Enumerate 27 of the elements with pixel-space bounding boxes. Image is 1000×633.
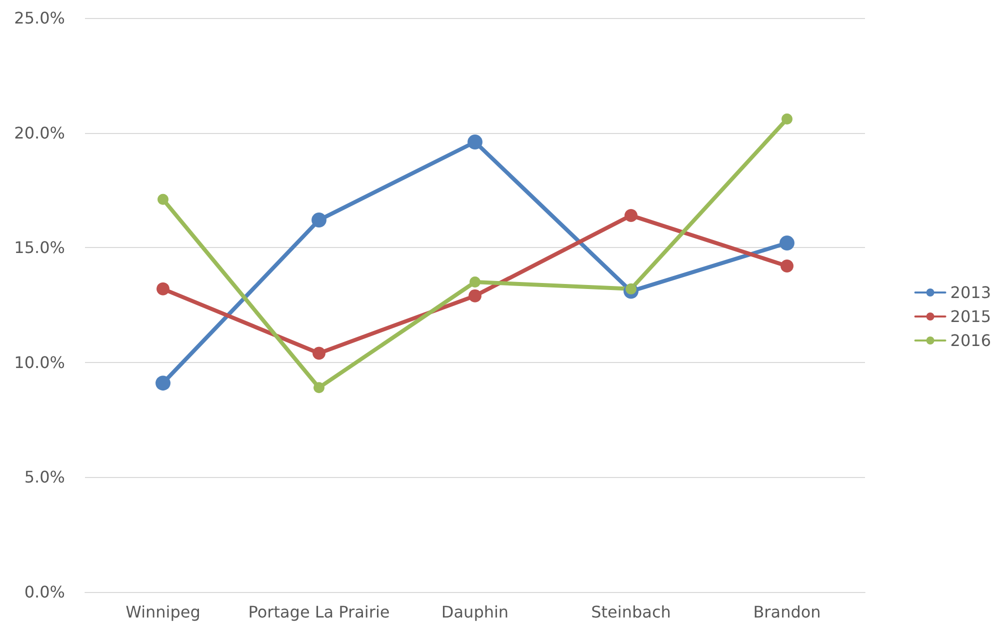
x-tick-label: Steinbach: [591, 602, 671, 622]
point: [156, 376, 170, 391]
x-tick-label: Portage La Prairie: [248, 602, 390, 622]
y-tick-label: 25.0%: [14, 8, 65, 28]
point: [156, 282, 170, 296]
point: [468, 134, 482, 150]
point: [468, 289, 482, 302]
legend-label: 2015: [950, 307, 991, 326]
point: [624, 208, 638, 222]
y-tick-label: 0.0%: [24, 582, 65, 602]
x-tick-label: Winnipeg: [126, 602, 200, 622]
point: [314, 382, 324, 394]
x-tick-label: Brandon: [753, 602, 821, 622]
y-tick-label: 20.0%: [14, 123, 65, 142]
point: [780, 259, 794, 272]
point: [782, 114, 792, 125]
point: [312, 346, 326, 360]
x-tick-label: Dauphin: [441, 602, 509, 622]
legend-label: 2016: [950, 331, 991, 350]
legend-label: 2013: [950, 283, 991, 302]
y-tick-label: 10.0%: [14, 352, 65, 372]
y-tick-label: 15.0%: [14, 238, 65, 258]
point: [470, 276, 480, 288]
point: [780, 236, 794, 251]
point: [158, 194, 168, 205]
point: [312, 212, 326, 228]
y-tick-label: 5.0%: [24, 468, 65, 487]
